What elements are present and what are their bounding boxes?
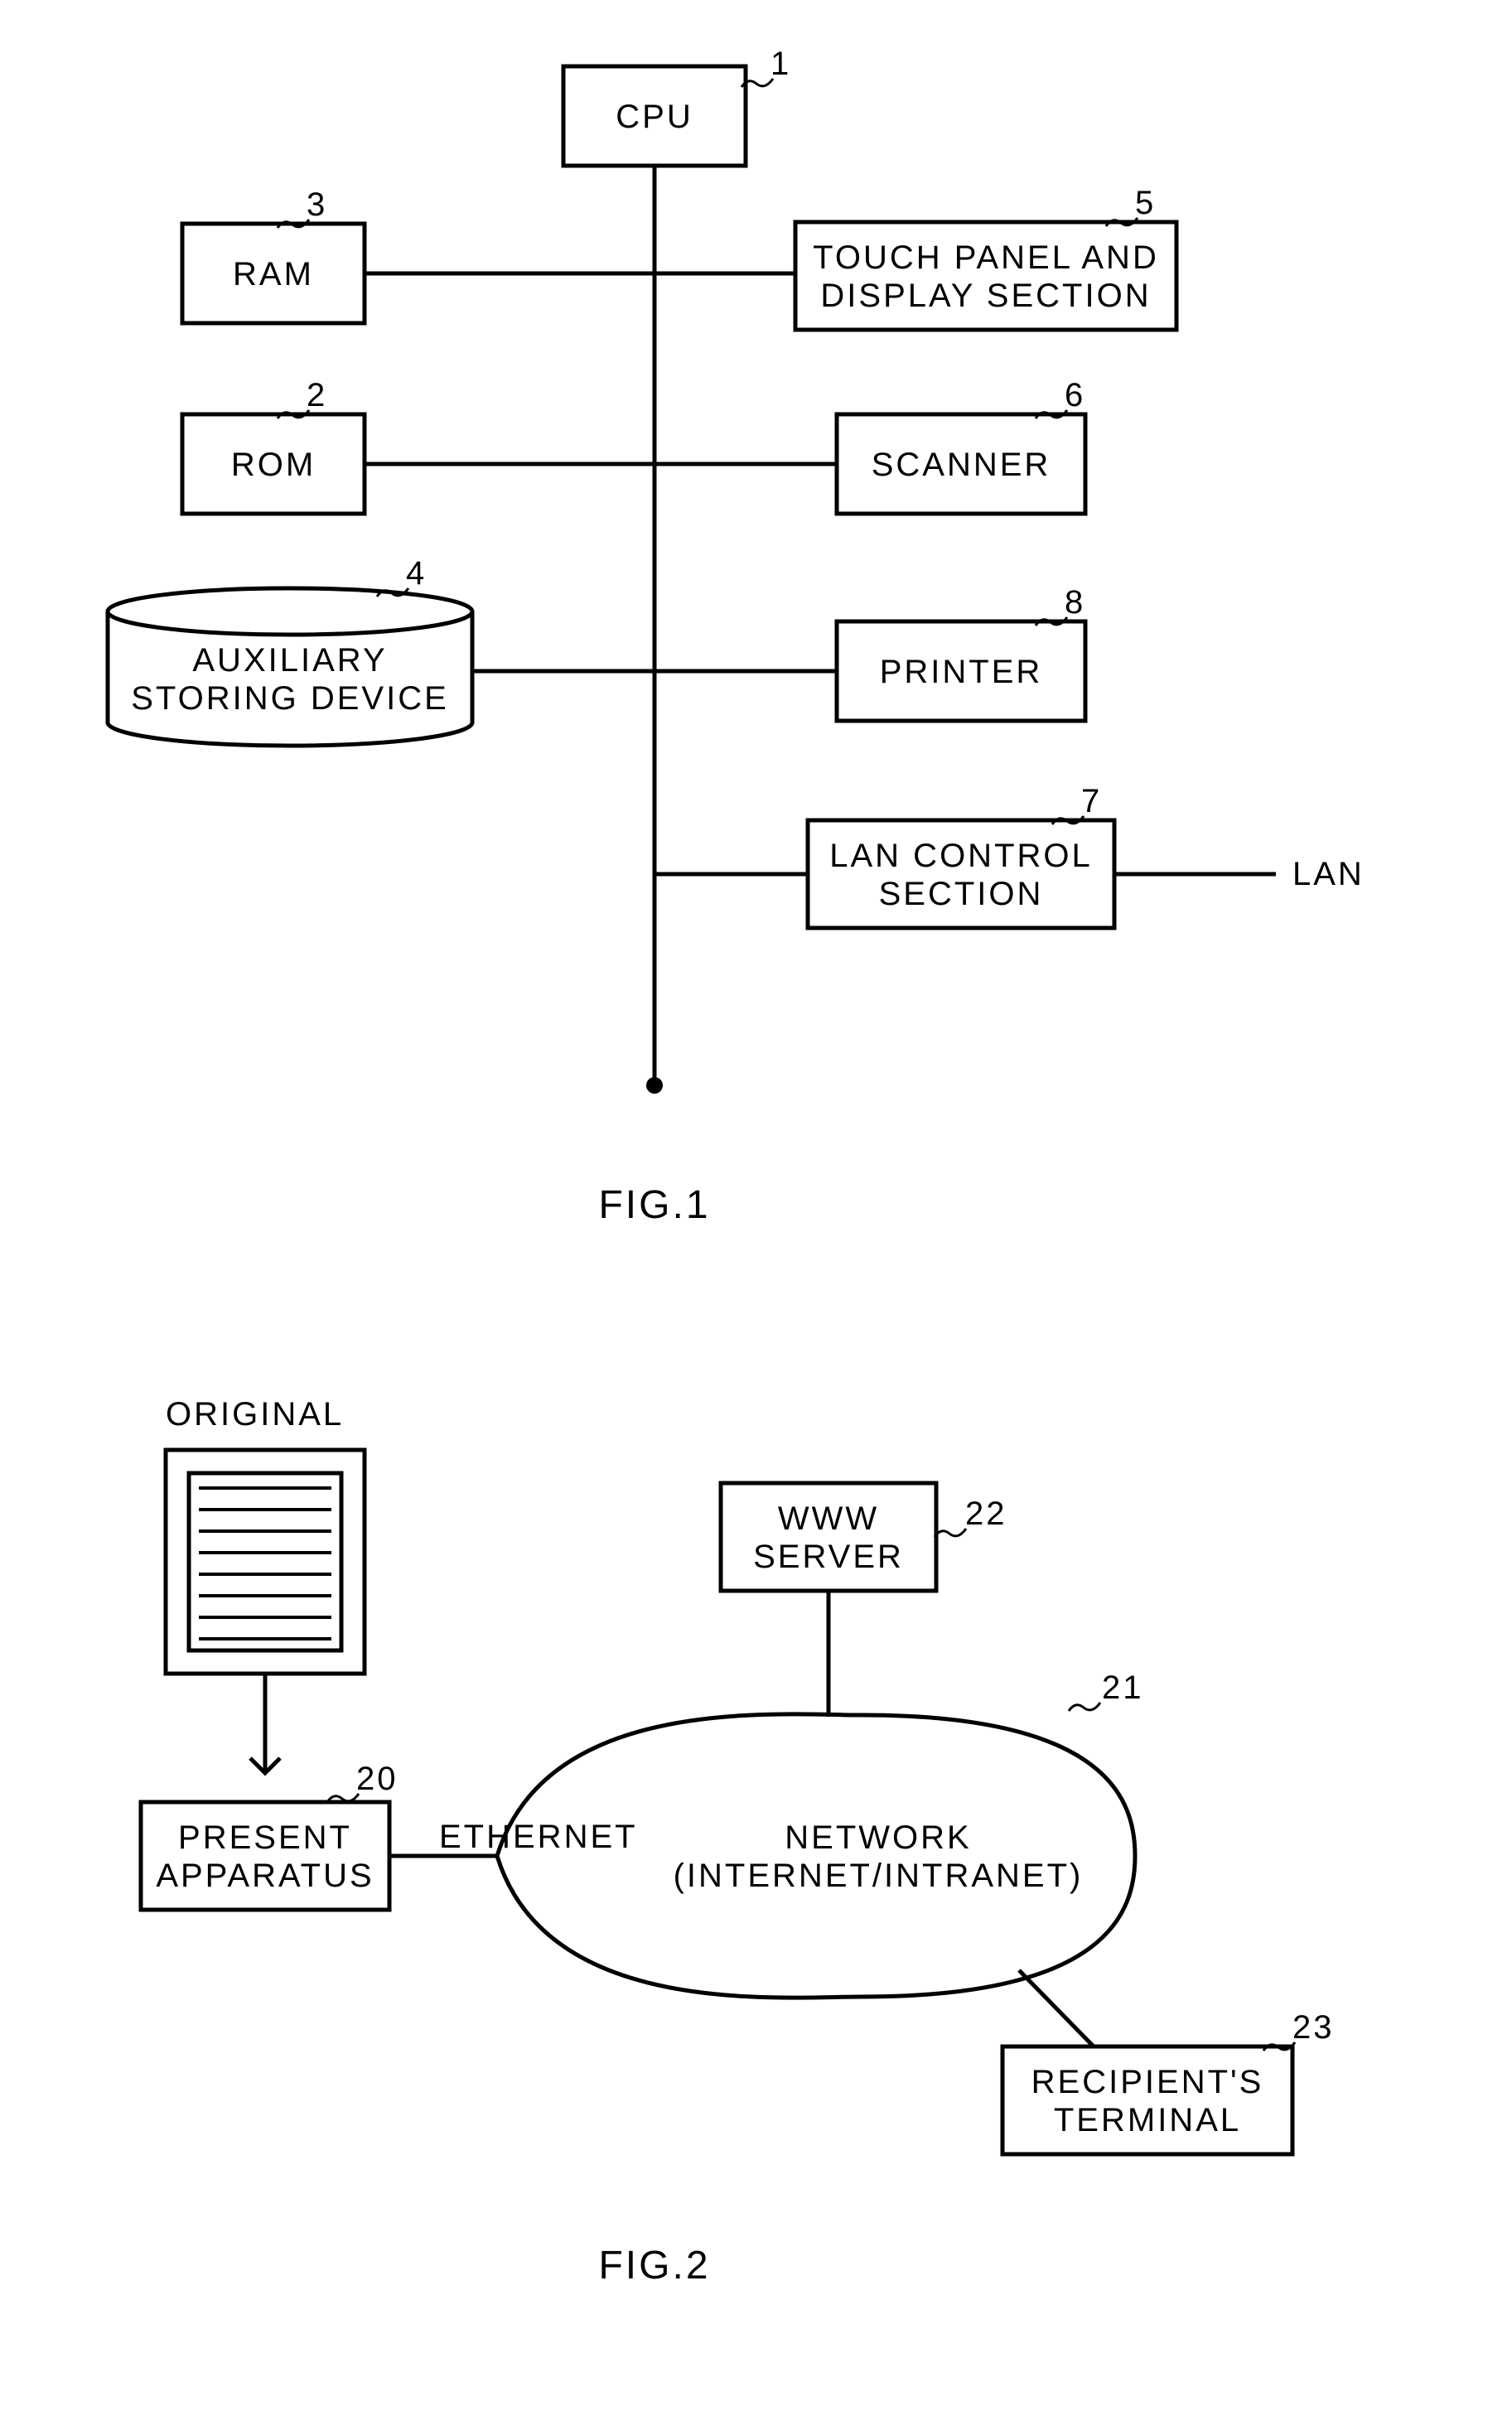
fig2-caption: FIG.2 bbox=[598, 2244, 710, 2288]
original-label: ORIGINAL bbox=[166, 1396, 344, 1433]
www-num: 22 bbox=[965, 1496, 1007, 1532]
scanner-label-line0: SCANNER bbox=[872, 447, 1051, 483]
aux-num: 4 bbox=[406, 555, 427, 592]
original-doc-inner bbox=[189, 1473, 341, 1650]
present-num: 20 bbox=[356, 1761, 399, 1797]
www-label-line0: WWW bbox=[778, 1500, 879, 1537]
lan-label-line1: SECTION bbox=[879, 876, 1044, 912]
network-label-line0: NETWORK bbox=[785, 1819, 971, 1856]
touch-label-line1: DISPLAY SECTION bbox=[820, 278, 1151, 314]
scanner-num: 6 bbox=[1065, 377, 1085, 413]
recipient-num: 23 bbox=[1292, 2009, 1335, 2046]
fig1-caption: FIG.1 bbox=[598, 1183, 710, 1227]
aux-label-line1: STORING DEVICE bbox=[131, 680, 449, 717]
lan-ext-label: LAN bbox=[1292, 856, 1365, 892]
recipient-label-line1: TERMINAL bbox=[1054, 2102, 1241, 2138]
ram-num: 3 bbox=[307, 186, 327, 223]
network-label-line1: (INTERNET/INTRANET) bbox=[674, 1858, 1084, 1894]
fig2-edge-2 bbox=[1019, 1970, 1094, 2046]
cpu-label-line0: CPU bbox=[616, 99, 693, 135]
network-num: 21 bbox=[1102, 1669, 1144, 1706]
lan-num: 7 bbox=[1081, 783, 1102, 819]
ram-label-line0: RAM bbox=[233, 256, 314, 292]
printer-label-line0: PRINTER bbox=[880, 654, 1043, 690]
bus-terminal bbox=[646, 1077, 663, 1094]
lan-label-line0: LAN CONTROL bbox=[829, 838, 1093, 874]
aux-label-line0: AUXILIARY bbox=[192, 642, 387, 679]
touch-num: 5 bbox=[1135, 185, 1156, 221]
network-cloud bbox=[497, 1714, 1135, 1998]
recipient-label-line0: RECIPIENT'S bbox=[1031, 2064, 1264, 2100]
cpu-num: 1 bbox=[770, 46, 791, 82]
printer-num: 8 bbox=[1065, 584, 1085, 621]
touch-label-line0: TOUCH PANEL AND bbox=[813, 239, 1159, 276]
rom-num: 2 bbox=[307, 377, 327, 413]
aux-top bbox=[108, 588, 472, 635]
present-label-line1: APPARATUS bbox=[156, 1858, 374, 1894]
rom-label-line0: ROM bbox=[231, 447, 316, 483]
www-label-line1: SERVER bbox=[753, 1539, 904, 1575]
present-label-line0: PRESENT bbox=[178, 1819, 352, 1856]
ethernet-label: ETHERNET bbox=[439, 1819, 638, 1855]
